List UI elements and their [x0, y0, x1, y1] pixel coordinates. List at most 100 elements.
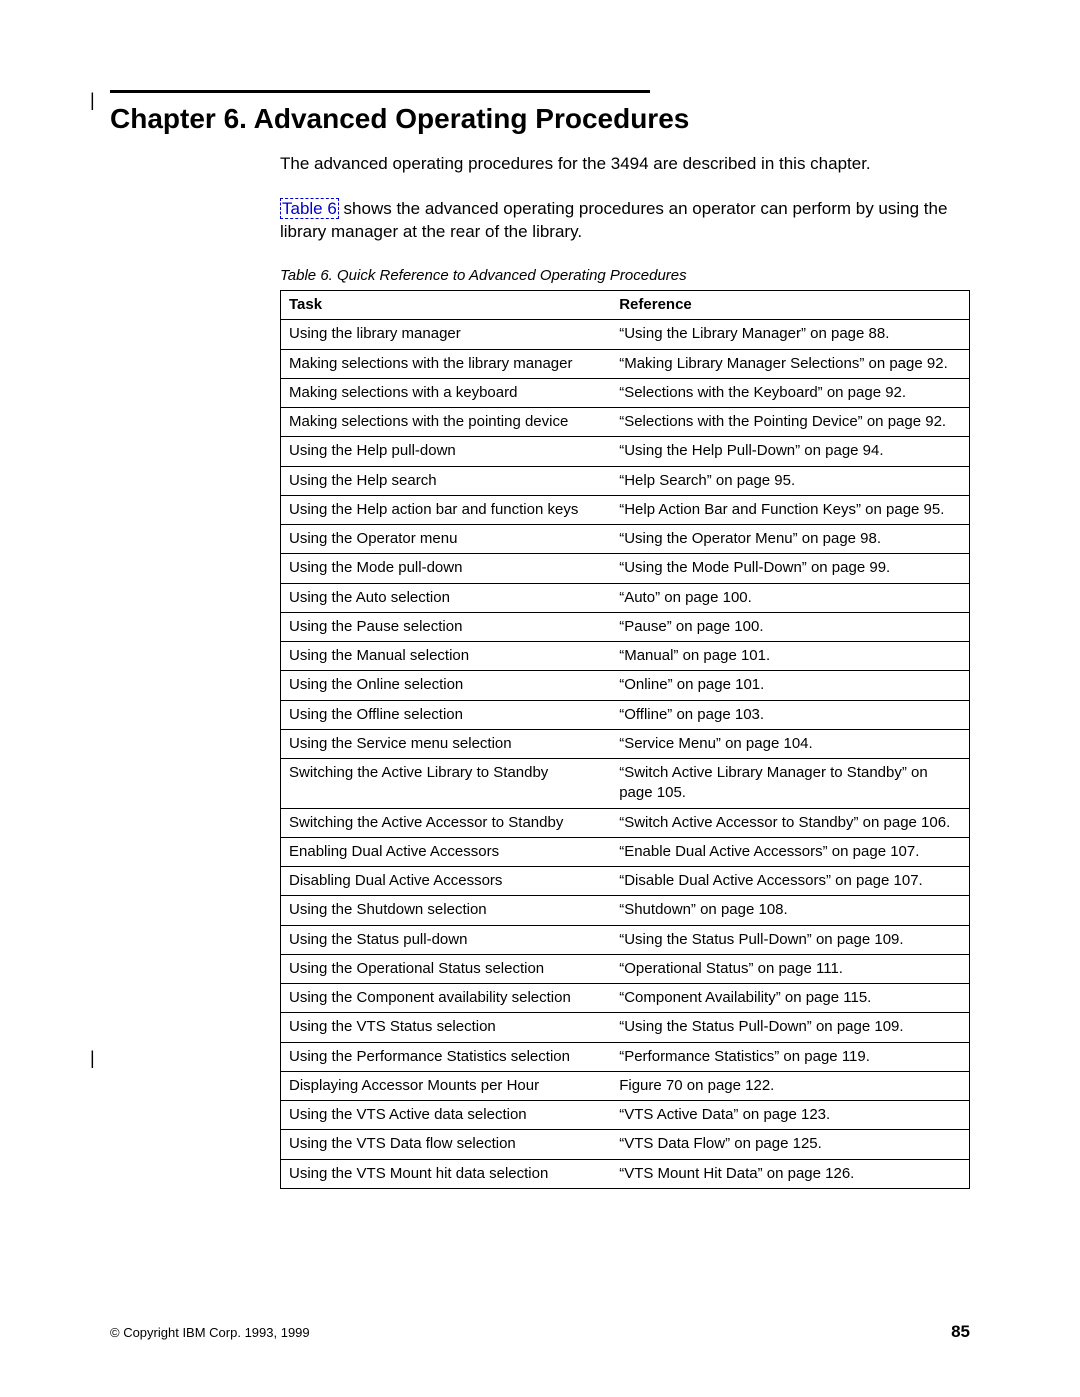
reference-cell: “Component Availability” on page 115. [611, 984, 969, 1013]
table-row: Using the Performance Statistics selecti… [281, 1042, 970, 1071]
task-cell: Using the Help search [281, 466, 612, 495]
task-cell: Enabling Dual Active Accessors [281, 837, 612, 866]
table-row: Using the Shutdown selection“Shutdown” o… [281, 896, 970, 925]
task-cell: Using the Pause selection [281, 612, 612, 641]
task-cell: Making selections with the pointing devi… [281, 408, 612, 437]
reference-cell: “Shutdown” on page 108. [611, 896, 969, 925]
page-number: 85 [951, 1322, 970, 1342]
reference-cell: “Using the Status Pull-Down” on page 109… [611, 925, 969, 954]
table-header-reference: Reference [611, 291, 969, 320]
reference-cell: “Pause” on page 100. [611, 612, 969, 641]
reference-cell: “Manual” on page 101. [611, 642, 969, 671]
reference-cell: “Using the Help Pull-Down” on page 94. [611, 437, 969, 466]
reference-cell: “Disable Dual Active Accessors” on page … [611, 867, 969, 896]
task-cell: Using the VTS Status selection [281, 1013, 612, 1042]
table-row: Using the Auto selection“Auto” on page 1… [281, 583, 970, 612]
intro-paragraph-2-rest: shows the advanced operating procedures … [280, 199, 947, 241]
table-row: Switching the Active Library to Standby“… [281, 759, 970, 809]
reference-cell: “Service Menu” on page 104. [611, 729, 969, 758]
task-cell: Switching the Active Accessor to Standby [281, 808, 612, 837]
task-cell: Switching the Active Library to Standby [281, 759, 612, 809]
task-cell: Using the Shutdown selection [281, 896, 612, 925]
task-cell: Using the Status pull-down [281, 925, 612, 954]
reference-cell: “Help Action Bar and Function Keys” on p… [611, 495, 969, 524]
task-cell: Using the Operational Status selection [281, 954, 612, 983]
task-cell: Disabling Dual Active Accessors [281, 867, 612, 896]
task-cell: Using the Component availability selecti… [281, 984, 612, 1013]
table-row: Using the Pause selection“Pause” on page… [281, 612, 970, 641]
reference-cell: “Selections with the Keyboard” on page 9… [611, 378, 969, 407]
reference-cell: “Help Search” on page 95. [611, 466, 969, 495]
copyright-text: © Copyright IBM Corp. 1993, 1999 [110, 1325, 310, 1340]
table-row: Enabling Dual Active Accessors“Enable Du… [281, 837, 970, 866]
table-row: Using the VTS Status selection“Using the… [281, 1013, 970, 1042]
table-row: Using the Help search“Help Search” on pa… [281, 466, 970, 495]
reference-cell: “Using the Library Manager” on page 88. [611, 320, 969, 349]
table-row: Using the VTS Data flow selection“VTS Da… [281, 1130, 970, 1159]
table-row: Using the Help action bar and function k… [281, 495, 970, 524]
table-row: Making selections with the pointing devi… [281, 408, 970, 437]
reference-cell: Figure 70 on page 122. [611, 1071, 969, 1100]
reference-cell: “Using the Operator Menu” on page 98. [611, 525, 969, 554]
table-row: Using the Mode pull-down“Using the Mode … [281, 554, 970, 583]
table-row: Using the Status pull-down“Using the Sta… [281, 925, 970, 954]
table-row: Using the Offline selection“Offline” on … [281, 700, 970, 729]
task-cell: Displaying Accessor Mounts per Hour [281, 1071, 612, 1100]
revision-bar: | [90, 90, 95, 111]
horizontal-rule [110, 90, 650, 93]
task-cell: Using the Service menu selection [281, 729, 612, 758]
table-row: Using the VTS Active data selection“VTS … [281, 1101, 970, 1130]
table-header-row: Task Reference [281, 291, 970, 320]
page: | | Chapter 6. Advanced Operating Proced… [0, 0, 1080, 1397]
task-cell: Using the VTS Active data selection [281, 1101, 612, 1130]
reference-cell: “Auto” on page 100. [611, 583, 969, 612]
task-cell: Using the Mode pull-down [281, 554, 612, 583]
reference-cell: “VTS Mount Hit Data” on page 126. [611, 1159, 969, 1188]
task-cell: Using the Operator menu [281, 525, 612, 554]
table-row: Using the VTS Mount hit data selection“V… [281, 1159, 970, 1188]
task-cell: Using the Online selection [281, 671, 612, 700]
body-text: The advanced operating procedures for th… [280, 153, 970, 1189]
revision-bar: | [90, 1048, 95, 1069]
reference-cell: “Using the Status Pull-Down” on page 109… [611, 1013, 969, 1042]
page-footer: © Copyright IBM Corp. 1993, 1999 85 [110, 1322, 970, 1342]
task-cell: Using the VTS Data flow selection [281, 1130, 612, 1159]
table-row: Using the Help pull-down“Using the Help … [281, 437, 970, 466]
reference-cell: “Performance Statistics” on page 119. [611, 1042, 969, 1071]
task-cell: Using the VTS Mount hit data selection [281, 1159, 612, 1188]
table-header-task: Task [281, 291, 612, 320]
reference-cell: “Switch Active Accessor to Standby” on p… [611, 808, 969, 837]
table-row: Using the Operational Status selection“O… [281, 954, 970, 983]
reference-cell: “Enable Dual Active Accessors” on page 1… [611, 837, 969, 866]
reference-cell: “Online” on page 101. [611, 671, 969, 700]
reference-cell: “VTS Data Flow” on page 125. [611, 1130, 969, 1159]
table-row: Using the Service menu selection“Service… [281, 729, 970, 758]
table-caption: Table 6. Quick Reference to Advanced Ope… [280, 266, 970, 286]
task-cell: Using the Help action bar and function k… [281, 495, 612, 524]
reference-table: Task Reference Using the library manager… [280, 290, 970, 1189]
task-cell: Using the Performance Statistics selecti… [281, 1042, 612, 1071]
reference-cell: “Operational Status” on page 111. [611, 954, 969, 983]
table-row: Displaying Accessor Mounts per HourFigur… [281, 1071, 970, 1100]
task-cell: Using the Manual selection [281, 642, 612, 671]
task-cell: Using the library manager [281, 320, 612, 349]
table-row: Switching the Active Accessor to Standby… [281, 808, 970, 837]
reference-cell: “Switch Active Library Manager to Standb… [611, 759, 969, 809]
task-cell: Using the Help pull-down [281, 437, 612, 466]
table-row: Using the Manual selection“Manual” on pa… [281, 642, 970, 671]
reference-cell: “VTS Active Data” on page 123. [611, 1101, 969, 1130]
table-row: Using the library manager“Using the Libr… [281, 320, 970, 349]
table-row: Making selections with a keyboard“Select… [281, 378, 970, 407]
chapter-title: Chapter 6. Advanced Operating Procedures [110, 103, 970, 135]
table-row: Using the Online selection“Online” on pa… [281, 671, 970, 700]
table-row: Using the Operator menu“Using the Operat… [281, 525, 970, 554]
table-row: Using the Component availability selecti… [281, 984, 970, 1013]
table-row: Disabling Dual Active Accessors“Disable … [281, 867, 970, 896]
intro-paragraph-2: Table 6 shows the advanced operating pro… [280, 198, 970, 244]
task-cell: Making selections with a keyboard [281, 378, 612, 407]
reference-cell: “Selections with the Pointing Device” on… [611, 408, 969, 437]
intro-paragraph-1: The advanced operating procedures for th… [280, 153, 970, 176]
reference-cell: “Using the Mode Pull-Down” on page 99. [611, 554, 969, 583]
task-cell: Using the Auto selection [281, 583, 612, 612]
table-6-link[interactable]: Table 6 [280, 198, 339, 219]
